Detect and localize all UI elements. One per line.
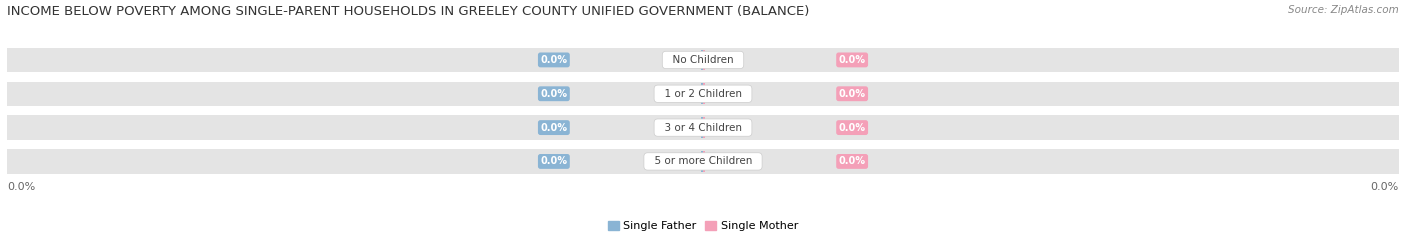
Text: 0.0%: 0.0% xyxy=(540,55,568,65)
Text: 0.0%: 0.0% xyxy=(540,89,568,99)
Text: 0.0%: 0.0% xyxy=(7,182,35,192)
Bar xyxy=(703,50,704,70)
Text: 0.0%: 0.0% xyxy=(838,156,866,166)
Text: Source: ZipAtlas.com: Source: ZipAtlas.com xyxy=(1288,5,1399,15)
Bar xyxy=(7,149,1399,174)
Text: No Children: No Children xyxy=(666,55,740,65)
Bar xyxy=(703,48,1399,72)
Bar xyxy=(702,83,703,104)
Bar xyxy=(7,48,703,72)
Bar xyxy=(703,151,704,172)
Bar xyxy=(7,115,1399,140)
Text: 0.0%: 0.0% xyxy=(838,89,866,99)
Text: 5 or more Children: 5 or more Children xyxy=(648,156,758,166)
Text: 0.0%: 0.0% xyxy=(838,55,866,65)
Bar xyxy=(703,149,1399,174)
Bar xyxy=(702,151,703,172)
Bar xyxy=(703,83,704,104)
Text: 0.0%: 0.0% xyxy=(838,123,866,133)
Bar xyxy=(7,48,1399,72)
Text: INCOME BELOW POVERTY AMONG SINGLE-PARENT HOUSEHOLDS IN GREELEY COUNTY UNIFIED GO: INCOME BELOW POVERTY AMONG SINGLE-PARENT… xyxy=(7,5,810,18)
Bar xyxy=(7,115,703,140)
Legend: Single Father, Single Mother: Single Father, Single Mother xyxy=(603,216,803,233)
Bar xyxy=(703,82,1399,106)
Bar xyxy=(703,115,1399,140)
Bar xyxy=(7,149,703,174)
Bar xyxy=(702,117,703,138)
Text: 1 or 2 Children: 1 or 2 Children xyxy=(658,89,748,99)
Text: 0.0%: 0.0% xyxy=(1371,182,1399,192)
Bar xyxy=(7,82,1399,106)
Text: 0.0%: 0.0% xyxy=(540,156,568,166)
Bar xyxy=(703,117,704,138)
Text: 0.0%: 0.0% xyxy=(540,123,568,133)
Text: 3 or 4 Children: 3 or 4 Children xyxy=(658,123,748,133)
Bar xyxy=(702,50,703,70)
Bar xyxy=(7,82,703,106)
